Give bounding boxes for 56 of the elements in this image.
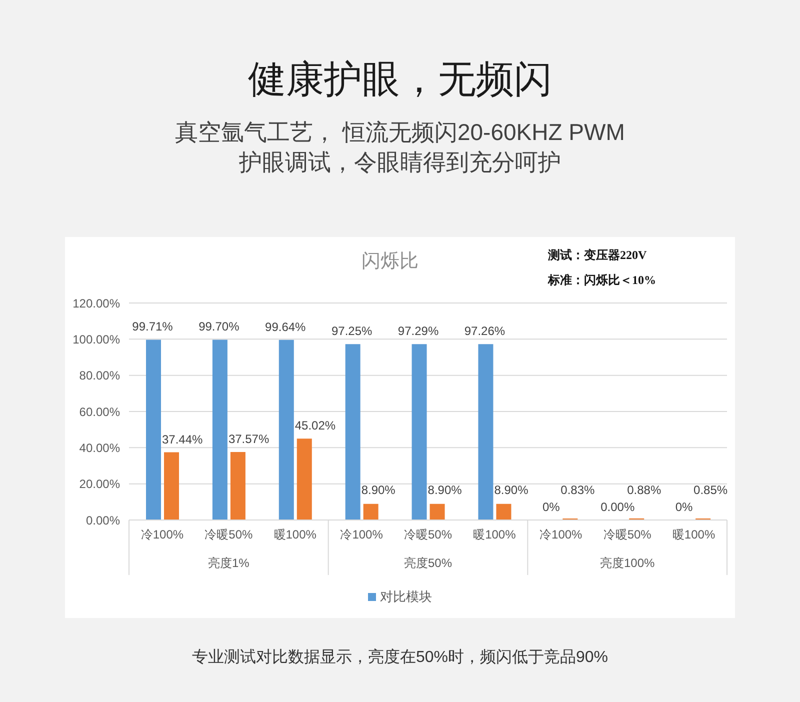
data-label: 0% — [675, 500, 694, 514]
x-tick-label: 冷暖50% — [603, 528, 652, 542]
bar — [212, 340, 228, 520]
bar — [146, 340, 161, 520]
data-label: 97.26% — [464, 324, 506, 338]
text: 闪烁比 — [362, 251, 418, 272]
x-tick-label: 冷100% — [140, 528, 184, 542]
y-tick-label: 40.00% — [79, 440, 120, 455]
data-label: 99.70% — [198, 320, 240, 334]
bar — [412, 344, 427, 520]
data-label: 99.64% — [265, 320, 306, 334]
legend-label: 对比模块 — [380, 588, 432, 606]
bar — [363, 504, 378, 520]
y-tick-label: 60.00% — [79, 404, 120, 419]
x-tick-label: 暖100% — [274, 528, 317, 542]
data-label: 97.25% — [331, 324, 373, 338]
y-tick-label: 100.00% — [72, 332, 120, 346]
data-label: 0.83% — [560, 483, 596, 497]
y-tick-label: 20.00% — [79, 477, 120, 492]
y-tick-label: 0.00% — [86, 513, 120, 528]
data-label: 97.29% — [398, 324, 439, 338]
data-label: 45.02% — [294, 418, 336, 433]
x-tick-label: 暖100% — [672, 528, 716, 542]
text: 亮度1% — [208, 556, 250, 570]
text: 标准：闪烁比＜10% — [547, 273, 656, 287]
x-tick-label: 冷暖50% — [204, 528, 253, 542]
x-tick-label: 冷100% — [540, 528, 583, 542]
text: 专业测试对比数据显示，亮度在50%时，频闪低于竞品90% — [190, 648, 610, 668]
x-tick-label: 冷100% — [340, 528, 384, 542]
data-label: 37.57% — [228, 432, 270, 446]
bar — [278, 340, 294, 520]
bar — [164, 452, 179, 520]
bar — [430, 504, 445, 520]
bar — [345, 344, 360, 520]
x-tick-label: 冷暖50% — [404, 528, 452, 542]
data-label: 0.88% — [627, 483, 662, 497]
data-label: 99.71% — [132, 320, 174, 334]
chart-subtitle: 真空氩气工艺， 恒流无频闪20-60KHZ PWM 护眼调试，令眼睛得到充分呵护 — [174, 118, 626, 176]
data-label: 0.00% — [600, 500, 635, 514]
bar — [496, 504, 512, 520]
x-tick-label: 暖100% — [473, 528, 516, 542]
data-label: 37.44% — [162, 432, 204, 446]
text: 亮度100% — [600, 556, 656, 570]
text: 测试：变压器220V — [547, 248, 647, 262]
data-label: 8.90% — [361, 483, 396, 497]
data-label: 8.90% — [494, 483, 529, 497]
data-label: 8.90% — [428, 483, 462, 497]
bar — [296, 438, 312, 520]
text: 亮度50% — [404, 556, 452, 570]
data-label: 0% — [542, 500, 560, 514]
chart-title: 健康护眼，无频闪 — [247, 58, 553, 103]
bar — [478, 344, 494, 520]
y-tick-label: 80.00% — [79, 368, 120, 383]
bar — [230, 452, 246, 520]
y-tick-label: 120.00% — [72, 296, 120, 310]
data-label: 0.85% — [694, 483, 728, 497]
